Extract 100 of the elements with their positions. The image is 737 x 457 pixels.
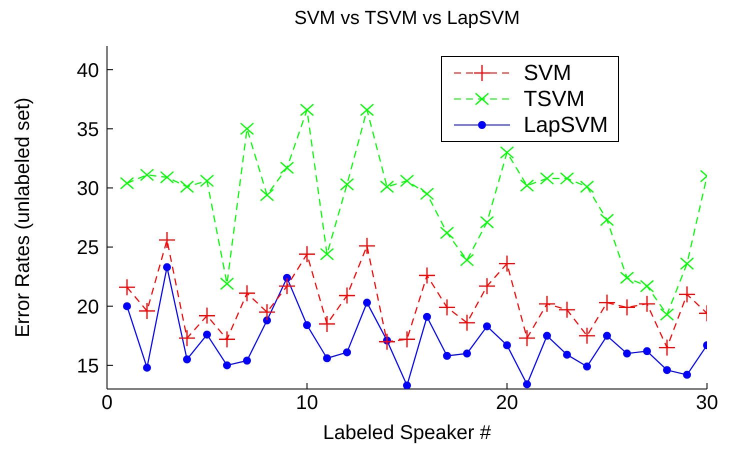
point bbox=[440, 226, 454, 240]
point bbox=[180, 180, 194, 193]
point bbox=[220, 277, 234, 290]
point bbox=[258, 303, 276, 321]
point bbox=[603, 332, 611, 340]
y-tick-label: 20 bbox=[76, 296, 99, 318]
point bbox=[318, 315, 336, 333]
point bbox=[658, 338, 676, 356]
point bbox=[400, 174, 414, 188]
y-tick-label: 15 bbox=[76, 355, 99, 378]
point bbox=[243, 356, 251, 365]
y-tick-label: 30 bbox=[76, 178, 99, 200]
point bbox=[458, 314, 476, 332]
point bbox=[503, 341, 511, 350]
point bbox=[678, 286, 696, 304]
point bbox=[340, 178, 354, 191]
point bbox=[203, 330, 211, 339]
y-axis-title: Error Rates (unlabeled set) bbox=[12, 97, 34, 338]
point bbox=[338, 286, 356, 304]
point bbox=[518, 329, 536, 347]
point bbox=[303, 321, 311, 330]
x-axis-title: Labeled Speaker # bbox=[323, 422, 492, 444]
point bbox=[520, 179, 534, 192]
point bbox=[343, 348, 351, 356]
point bbox=[118, 278, 136, 296]
point bbox=[543, 332, 551, 340]
legend-label: LapSVM bbox=[524, 112, 608, 138]
point bbox=[500, 146, 514, 159]
point bbox=[218, 330, 236, 348]
point bbox=[418, 266, 436, 284]
point bbox=[663, 366, 671, 374]
point bbox=[158, 231, 176, 249]
point bbox=[123, 302, 131, 310]
point bbox=[183, 355, 191, 364]
point bbox=[378, 333, 396, 350]
point bbox=[540, 172, 554, 185]
point bbox=[538, 295, 556, 312]
point bbox=[483, 322, 491, 330]
point bbox=[143, 364, 151, 372]
point bbox=[583, 362, 591, 371]
point bbox=[523, 380, 531, 388]
point bbox=[403, 381, 411, 389]
point bbox=[423, 312, 431, 321]
point bbox=[618, 298, 636, 316]
point bbox=[460, 254, 474, 266]
point bbox=[600, 214, 614, 226]
point bbox=[223, 361, 231, 370]
point bbox=[260, 188, 274, 202]
point bbox=[240, 122, 254, 136]
point bbox=[278, 277, 296, 295]
point bbox=[298, 246, 316, 263]
x-tick-label: 10 bbox=[296, 392, 318, 414]
point bbox=[380, 180, 394, 193]
point bbox=[620, 272, 634, 284]
point bbox=[480, 216, 494, 228]
point bbox=[683, 370, 691, 379]
point bbox=[160, 171, 174, 184]
point bbox=[178, 329, 196, 347]
point bbox=[120, 176, 134, 190]
point bbox=[323, 354, 331, 362]
point bbox=[320, 248, 334, 260]
point bbox=[640, 280, 654, 292]
point bbox=[623, 350, 631, 358]
point bbox=[138, 302, 156, 320]
point bbox=[360, 104, 374, 116]
point bbox=[283, 274, 291, 282]
point bbox=[598, 294, 616, 312]
point bbox=[200, 174, 214, 188]
point bbox=[398, 330, 416, 348]
point bbox=[563, 350, 571, 359]
point bbox=[300, 104, 314, 116]
point bbox=[560, 172, 574, 185]
chart-title: SVM vs TSVM vs LapSVM bbox=[293, 8, 521, 30]
point bbox=[443, 352, 451, 360]
x-tick-label: 20 bbox=[496, 392, 518, 414]
point bbox=[498, 254, 516, 272]
point bbox=[140, 168, 154, 182]
legend-label: SVM bbox=[524, 60, 572, 86]
point bbox=[238, 284, 256, 302]
point bbox=[363, 298, 371, 307]
point bbox=[198, 307, 216, 324]
point bbox=[358, 237, 376, 255]
point bbox=[420, 188, 434, 200]
legend-label: TSVM bbox=[524, 86, 585, 112]
point bbox=[478, 277, 496, 295]
point bbox=[280, 162, 294, 174]
y-tick-label: 35 bbox=[76, 118, 99, 141]
point bbox=[438, 298, 456, 316]
point bbox=[463, 350, 471, 358]
point bbox=[638, 295, 656, 312]
point bbox=[660, 308, 674, 321]
y-tick-label: 25 bbox=[76, 237, 99, 260]
y-tick-label: 40 bbox=[76, 60, 99, 82]
point bbox=[578, 327, 596, 344]
point bbox=[163, 263, 171, 272]
x-tick-label: 30 bbox=[696, 392, 718, 414]
point bbox=[263, 316, 271, 324]
point bbox=[643, 347, 651, 356]
x-tick-label: 0 bbox=[101, 392, 113, 414]
point bbox=[580, 180, 594, 193]
